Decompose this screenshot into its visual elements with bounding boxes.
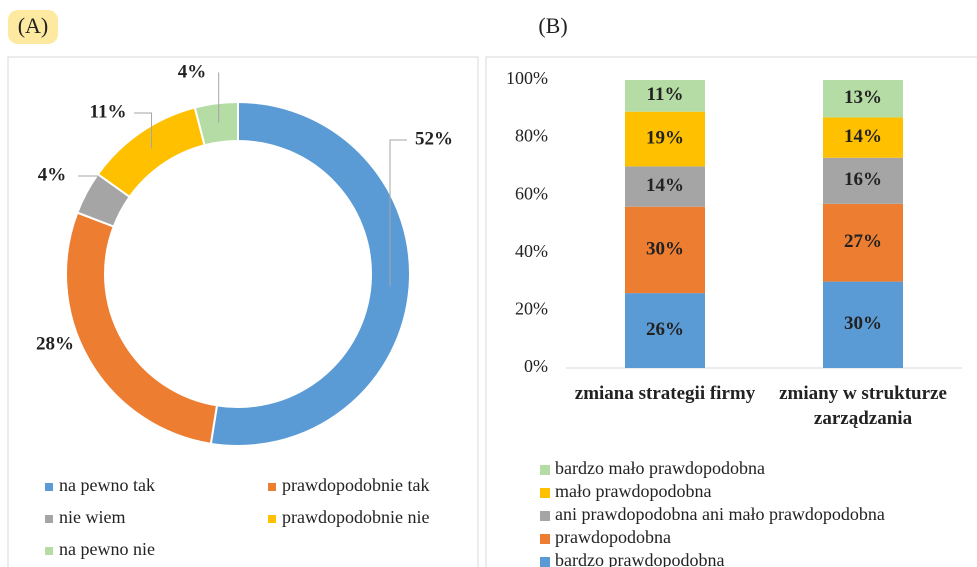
bar-segment [823,281,903,368]
x-tick-label: zmiana strategii firmy [574,383,756,404]
data-label: 52% [415,128,453,149]
legend-swatch [45,547,53,555]
panel-a-highlight [8,10,58,44]
legend-label: nie wiem [59,507,125,527]
legend-swatch [45,515,53,523]
data-label: 11% [90,101,127,122]
legend-swatch [540,534,550,544]
panel-a-title: (A) [18,13,49,38]
y-tick-label: 20% [515,299,548,319]
legend-swatch [540,465,550,475]
leader-line [218,72,220,123]
legend-label: bardzo mało prawdopodobna [555,458,765,478]
legend-label: mało prawdopodobna [555,481,711,501]
donut-slice [65,211,219,445]
legend-label: prawdopodobnie nie [282,507,429,527]
donut-slice [193,100,239,147]
bar-segment [625,166,705,207]
legend-swatch [540,488,550,498]
legend-label: prawdopodobna [555,527,671,547]
legend-swatch [268,483,276,491]
x-tick-label: zmiany w strukturze zarządzania [779,383,947,429]
legend-swatch [540,511,550,521]
legend-swatch [540,557,550,567]
panel-b-frame [485,56,977,567]
legend-label: bardzo prawdopodobna [555,550,724,567]
legend-label: na pewno nie [59,539,155,559]
bar-segment [625,206,705,294]
data-label: 14% [646,175,684,196]
data-label: 16% [844,169,882,190]
bar-segment [625,111,705,167]
data-label: 11% [647,84,684,105]
leader-line [134,112,153,149]
legend-swatch [268,515,276,523]
legend-label: prawdopodobnie tak [282,475,429,495]
bar-segment [625,80,705,112]
data-label: 13% [844,87,882,108]
leader-line [389,139,407,287]
legend-swatch [45,483,53,491]
panel-a-frame [7,56,479,567]
y-tick-label: 80% [515,126,548,146]
legend-label: na pewno tak [59,475,155,495]
data-label: 4% [38,164,67,185]
y-tick-label: 0% [524,356,548,376]
bar-segment [823,80,903,118]
bar-segment [823,117,903,158]
legend-label: ani prawdopodobna ani mało prawdopodobna [555,504,885,524]
data-label: 14% [844,126,882,147]
donut-slice [209,100,411,447]
data-label: 30% [646,238,684,259]
data-label: 28% [36,333,74,354]
data-label: 27% [844,231,882,252]
panel-b-title: (B) [538,13,567,38]
y-tick-label: 40% [515,241,548,261]
data-label: 30% [844,313,882,334]
bar-segment [625,293,705,368]
y-tick-label: 100% [506,68,548,88]
data-label: 4% [178,61,207,82]
y-tick-label: 60% [515,183,548,203]
data-label: 26% [646,319,684,340]
bar-segment [823,157,903,204]
data-label: 19% [646,127,684,148]
bar-segment [823,203,903,282]
